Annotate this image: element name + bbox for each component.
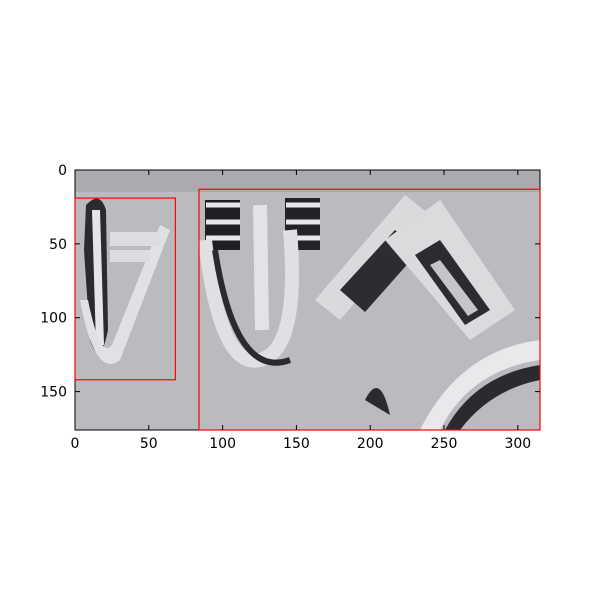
x-tick-label: 100: [209, 436, 236, 452]
y-tick-label: 150: [40, 385, 67, 401]
x-tick-label: 200: [357, 436, 384, 452]
x-tick-label: 50: [140, 436, 158, 452]
x-tick-label: 250: [431, 436, 458, 452]
y-tick-label: 0: [58, 163, 67, 179]
x-tick-label: 0: [71, 436, 80, 452]
x-tick-label: 300: [504, 436, 531, 452]
x-tick-label: 150: [283, 436, 310, 452]
photo: [75, 170, 540, 430]
overlay: 0 50 100 150 200 250 300 0 50 100 150: [40, 163, 541, 452]
y-tick-label: 100: [40, 311, 67, 327]
bounding-box: [74, 197, 176, 381]
bounding-box: [198, 188, 541, 431]
y-tick-label: 50: [49, 237, 67, 253]
